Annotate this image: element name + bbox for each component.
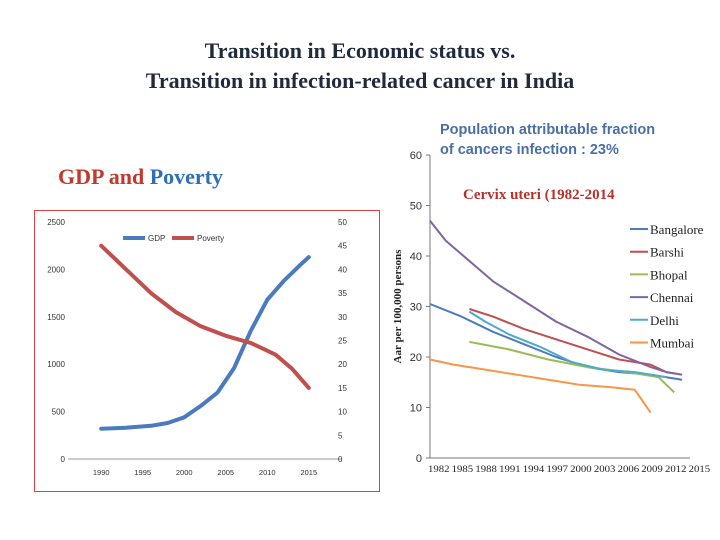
x-axis-tick-label: 1997 xyxy=(547,465,569,475)
series-line-gdp xyxy=(99,255,311,431)
left-axis-tick-label: 0 xyxy=(61,455,66,464)
x-axis-tick-label: 1982 xyxy=(428,465,450,475)
right-axis-tick-label: 20 xyxy=(338,360,347,369)
right-axis-tick-label: 25 xyxy=(338,337,347,346)
gdp-poverty-chart: 0 500 1000 1500 2000 2500 0 5 10 15 20 25 30 35 40 45 50… xyxy=(47,218,347,477)
legend-label-barshi: Barshi xyxy=(650,245,684,260)
title-line-2: Transition in infection-related cancer i… xyxy=(145,68,575,93)
legend-label-delhi: Delhi xyxy=(650,313,679,328)
legend-label-bangalore: Bangalore xyxy=(650,222,704,237)
series-line-delhi xyxy=(468,310,667,379)
left-axis-tick-label: 500 xyxy=(52,408,66,417)
x-axis-tick-label: 2006 xyxy=(618,465,640,475)
cancer-title-line-1: Population attributable fraction xyxy=(440,122,656,138)
heading-poverty: Poverty xyxy=(149,164,224,189)
legend-label-chennai: Chennai xyxy=(650,290,694,305)
legend-label-mumbai: Mumbai xyxy=(650,336,694,351)
x-axis-tick-label: 2015 xyxy=(300,468,317,477)
x-axis-tick-label: 2003 xyxy=(594,465,616,475)
x-axis-tick-label: 1994 xyxy=(523,465,545,475)
left-axis-tick-label: 1500 xyxy=(47,313,65,322)
gdp-chart-frame xyxy=(34,210,380,492)
y-axis-tick-label: 50 xyxy=(410,201,422,213)
right-axis-tick-label: 15 xyxy=(338,384,347,393)
legend-label-poverty: Poverty xyxy=(197,234,224,243)
left-axis-tick-label: 1000 xyxy=(47,360,65,369)
right-axis-tick-label: 40 xyxy=(338,265,347,274)
x-axis-tick-label: 1991 xyxy=(499,465,521,475)
series-line-bhopal xyxy=(469,340,675,394)
left-axis-tick-label: 2000 xyxy=(47,265,65,274)
x-axis-tick-label: 2012 xyxy=(665,465,687,475)
y-axis-tick-label: 10 xyxy=(410,403,422,415)
y-axis-tick-label: 0 xyxy=(416,453,422,465)
y-axis-tick-label: 30 xyxy=(410,302,422,314)
slide-title: Transition in Economic status vs. Transi… xyxy=(0,36,720,96)
x-axis-tick-label: 2009 xyxy=(641,465,663,475)
right-axis-tick-label: 30 xyxy=(338,313,347,322)
title-line-1: Transition in Economic status vs. xyxy=(204,38,516,63)
x-axis-tick-label: 2000 xyxy=(570,465,592,475)
heading-gdp: GDP xyxy=(58,164,104,189)
cancer-title-line-2: of cancers infection : 23% xyxy=(440,142,619,158)
cancer-chart-title: Population attributable fraction of canc… xyxy=(440,120,655,160)
y-axis-tick-label: 60 xyxy=(410,150,422,162)
right-axis-tick-label: 0 xyxy=(338,455,343,464)
right-axis-tick-label: 10 xyxy=(338,408,347,417)
right-axis-tick-label: 5 xyxy=(338,431,343,440)
cervix-subtitle: Cervix uteri (1982-2014 xyxy=(463,187,615,203)
heading-and: and xyxy=(103,164,150,189)
x-axis-tick-label: 2010 xyxy=(259,468,276,477)
x-axis-tick-label: 2015 xyxy=(689,465,711,475)
left-axis-tick-label: 2500 xyxy=(47,218,65,227)
right-axis-tick-label: 35 xyxy=(338,289,347,298)
right-axis-tick-label: 45 xyxy=(338,242,347,251)
x-axis-tick-label: 2000 xyxy=(176,468,193,477)
y-axis-tick-label: 20 xyxy=(410,352,422,364)
series-line-poverty xyxy=(99,243,311,390)
x-axis-tick-label: 1988 xyxy=(475,465,497,475)
series-line-chennai xyxy=(429,220,683,376)
x-axis-tick-label: 2005 xyxy=(217,468,234,477)
gdp-poverty-heading: GDP and Poverty xyxy=(58,164,223,190)
y-axis-tick-label: 40 xyxy=(410,251,422,263)
legend-label-bhopal: Bhopal xyxy=(650,267,688,282)
series-line-mumbai xyxy=(429,358,652,414)
right-axis-tick-label: 50 xyxy=(338,218,347,227)
x-axis-tick-label: 1995 xyxy=(134,468,151,477)
y-axis-title: Aar per 100,000 persons xyxy=(392,249,404,364)
x-axis-tick-label: 1985 xyxy=(452,465,474,475)
x-axis-tick-label: 1990 xyxy=(93,468,110,477)
legend-label-gdp: GDP xyxy=(148,234,165,243)
